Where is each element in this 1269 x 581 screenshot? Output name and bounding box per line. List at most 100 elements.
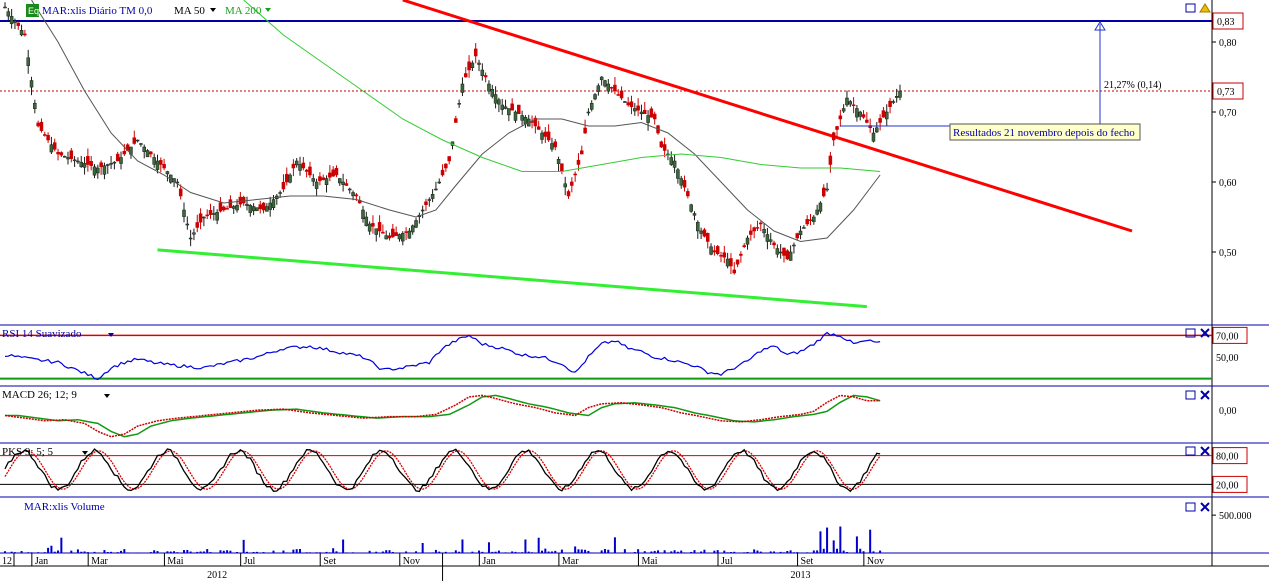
price-candle <box>361 209 365 219</box>
volume-bar <box>550 551 553 553</box>
volume-bar <box>43 552 46 553</box>
alert-icon[interactable] <box>1199 3 1211 13</box>
volume-bar <box>603 549 606 553</box>
volume-bar <box>782 552 785 553</box>
price-candle <box>752 227 756 232</box>
price-candle <box>341 181 345 185</box>
price-candle <box>550 143 554 150</box>
price-candle <box>248 205 253 213</box>
volume-bar <box>328 552 331 553</box>
price-candle <box>314 181 319 189</box>
chevron-down-icon[interactable] <box>265 8 271 12</box>
volume-bar <box>53 551 56 553</box>
eq-icon[interactable] <box>26 4 39 17</box>
price-candle <box>139 143 143 145</box>
price-candle <box>805 219 809 225</box>
price-candle <box>513 111 518 121</box>
price-candle <box>49 144 54 153</box>
close-icon[interactable] <box>1200 502 1210 512</box>
pks-slow-line <box>4 450 881 490</box>
price-candle <box>580 150 584 155</box>
rsi-label[interactable]: RSI 14 Suavizado <box>2 328 82 340</box>
price-candle <box>798 230 803 235</box>
macd-label[interactable]: MACD 26; 12; 9 <box>2 389 77 401</box>
price-candle <box>553 141 558 148</box>
chevron-down-icon[interactable] <box>82 451 88 455</box>
rsi-window-controls[interactable] <box>1185 328 1210 338</box>
price-candle <box>573 173 577 176</box>
chevron-down-icon[interactable] <box>104 394 110 398</box>
price-legend[interactable]: Eq MAR:xlis Diário TM 0,0 MA 50 MA 200 <box>26 4 271 17</box>
price-candle <box>477 62 481 65</box>
price-candle <box>782 247 786 256</box>
price-candle <box>198 213 203 223</box>
price-candle <box>344 183 349 186</box>
close-icon[interactable] <box>1200 390 1210 400</box>
volume-bar <box>202 551 205 553</box>
window-icon[interactable] <box>1185 446 1196 456</box>
y-tick-label: 0,60 <box>1219 178 1237 189</box>
price-series-label[interactable]: MAR:xlis Diário TM 0,0 <box>42 5 153 17</box>
price-candle <box>772 242 776 246</box>
close-icon[interactable] <box>1200 328 1210 338</box>
volume-bar <box>491 551 494 553</box>
pks-label[interactable]: PKS 9; 5; 5 <box>2 446 54 458</box>
pks-panel: 80,00 20,00 <box>0 447 1248 493</box>
price-candle <box>96 167 100 174</box>
price-candle <box>815 209 819 215</box>
price-candle <box>490 89 495 97</box>
volume-bar <box>517 552 520 553</box>
window-icon[interactable] <box>1185 328 1196 338</box>
window-icon[interactable] <box>1185 502 1196 512</box>
price-candle <box>719 255 723 257</box>
hline-value-label: 0,83 <box>1217 17 1235 28</box>
volume-bar <box>650 551 653 553</box>
price-candle <box>503 106 508 109</box>
ma50-label[interactable]: MA 50 <box>174 5 205 17</box>
price-candle <box>875 127 879 133</box>
volume-bar <box>839 526 842 553</box>
volume-bar <box>126 552 129 553</box>
macd-window-controls[interactable] <box>1185 390 1210 400</box>
window-icon[interactable] <box>1185 3 1196 13</box>
price-candle <box>112 161 117 164</box>
volume-bar <box>504 552 507 553</box>
price-candle <box>222 206 226 211</box>
volume-bar <box>255 551 258 553</box>
price-candle <box>381 231 385 234</box>
chevron-down-icon[interactable] <box>108 333 114 337</box>
close-icon[interactable] <box>1200 446 1210 456</box>
volume-bar <box>176 552 179 553</box>
price-candle <box>351 192 355 197</box>
chevron-down-icon[interactable] <box>210 8 216 12</box>
volume-window-controls[interactable] <box>1185 502 1210 512</box>
window-icon[interactable] <box>1185 390 1196 400</box>
price-candle <box>589 103 594 110</box>
ma200-label[interactable]: MA 200 <box>225 5 262 17</box>
volume-bar <box>332 548 335 553</box>
volume-bar <box>123 549 126 553</box>
pks-window-controls[interactable] <box>1185 446 1210 456</box>
price-candle <box>788 251 793 261</box>
month-label: Mai <box>641 556 657 567</box>
price-candle <box>755 227 760 229</box>
volume-bar <box>693 550 696 553</box>
price-candle <box>281 181 286 190</box>
volume-bar <box>723 550 726 553</box>
price-candle <box>149 151 153 155</box>
price-candle <box>195 222 200 228</box>
month-label: Set <box>323 556 336 567</box>
volume-bar <box>726 552 729 553</box>
price-candle <box>715 246 720 254</box>
volume-bar <box>773 551 776 553</box>
volume-bar <box>700 551 703 553</box>
price-candle <box>603 80 607 87</box>
volume-label[interactable]: MAR:xlis Volume <box>24 501 105 513</box>
price-candle <box>188 237 193 240</box>
volume-bar <box>806 552 809 553</box>
volume-bar <box>315 552 318 553</box>
volume-bar <box>872 551 875 553</box>
price-candle <box>845 97 849 106</box>
price-candle <box>639 111 644 115</box>
price-window-controls[interactable] <box>1185 3 1211 13</box>
